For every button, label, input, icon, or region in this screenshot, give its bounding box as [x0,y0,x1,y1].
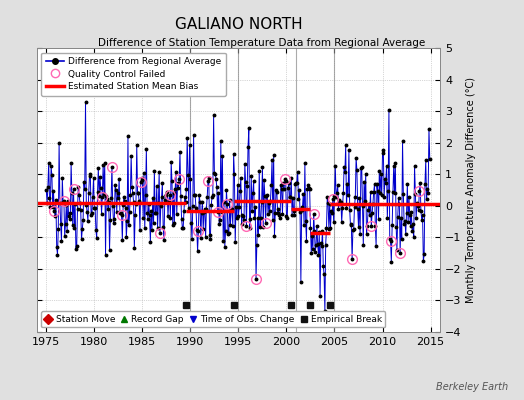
Y-axis label: Monthly Temperature Anomaly Difference (°C): Monthly Temperature Anomaly Difference (… [466,77,476,303]
Legend: Station Move, Record Gap, Time of Obs. Change, Empirical Break: Station Move, Record Gap, Time of Obs. C… [41,311,386,328]
Text: Difference of Station Temperature Data from Regional Average: Difference of Station Temperature Data f… [99,38,425,48]
Text: Berkeley Earth: Berkeley Earth [436,382,508,392]
Title: GALIANO NORTH: GALIANO NORTH [174,16,302,32]
